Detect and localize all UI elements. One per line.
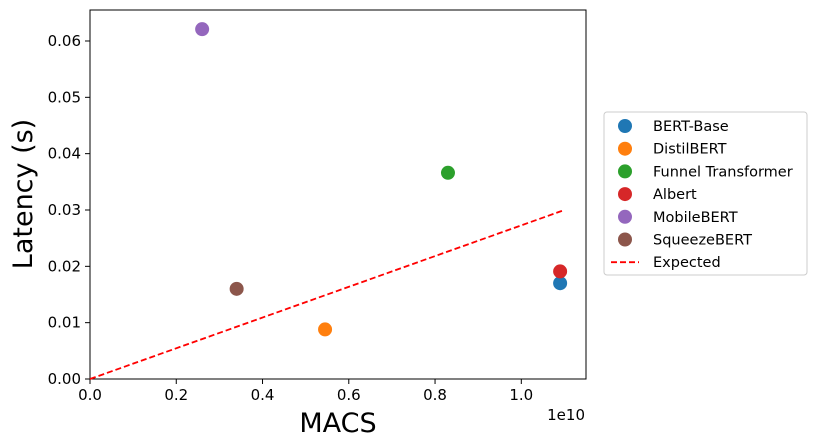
legend-marker xyxy=(618,232,632,247)
x-axis-offset-label: 1e10 xyxy=(547,406,585,424)
legend-box xyxy=(603,111,808,276)
x-tick-label: 0.4 xyxy=(251,386,275,404)
x-tick-label: 0.2 xyxy=(164,386,188,404)
legend-marker xyxy=(618,209,632,224)
legend-label: SqueezeBERT xyxy=(653,233,752,249)
data-point xyxy=(195,22,210,37)
data-point xyxy=(229,281,244,296)
y-tick-label: 0.02 xyxy=(48,257,81,275)
plot-area: 0.0 0.2 0.4 0.6 0.8 1.0 0.00 0.01 0.02 0.03 0.04 0.… xyxy=(48,9,587,404)
y-axis-label: Latency (s) xyxy=(8,119,39,269)
legend-label: DistilBERT xyxy=(653,142,727,158)
y-tick-label: 0.06 xyxy=(48,32,81,50)
data-point xyxy=(553,264,568,279)
x-tick-label: 0.0 xyxy=(78,386,102,404)
expected-line xyxy=(89,209,565,380)
data-point xyxy=(318,322,333,337)
x-tick-label: 0.8 xyxy=(423,386,447,404)
legend-label: BERT-Base xyxy=(653,119,729,135)
legend-label: Albert xyxy=(653,187,697,203)
x-tick-label: 1.0 xyxy=(509,386,533,404)
legend-marker xyxy=(618,164,632,179)
y-tick-label: 0.01 xyxy=(48,314,81,332)
plot-frame xyxy=(89,9,587,380)
legend-marker xyxy=(618,187,632,202)
data-point xyxy=(440,165,455,180)
legend-label: MobileBERT xyxy=(653,210,738,226)
legend: BERT-Base DistilBERT Funnel Transformer Alb… xyxy=(603,111,808,276)
legend-marker xyxy=(618,119,632,133)
legend-marker xyxy=(618,141,632,156)
legend-label: Funnel Transformer xyxy=(653,164,793,180)
legend-label: Expected xyxy=(653,255,721,271)
x-tick-label: 0.6 xyxy=(337,386,361,404)
data-point xyxy=(553,276,568,291)
y-tick-label: 0.05 xyxy=(48,88,81,106)
y-tick-label: 0.04 xyxy=(48,145,81,163)
x-axis-label: MACS xyxy=(299,408,376,439)
y-tick-label: 0.00 xyxy=(48,370,81,388)
y-tick-label: 0.03 xyxy=(48,201,81,219)
